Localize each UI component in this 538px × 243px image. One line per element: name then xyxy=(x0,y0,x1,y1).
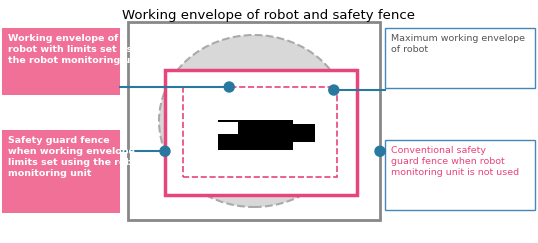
Bar xyxy=(128,22,380,220)
Circle shape xyxy=(329,85,339,95)
Text: Conventional safety
guard fence when robot
monitoring unit is not used: Conventional safety guard fence when rob… xyxy=(391,146,519,177)
Bar xyxy=(293,124,315,142)
Bar xyxy=(165,70,357,195)
Bar xyxy=(2,28,120,95)
Bar xyxy=(183,87,337,177)
Circle shape xyxy=(224,82,234,92)
Ellipse shape xyxy=(159,35,349,207)
Bar xyxy=(385,28,535,88)
Text: Working envelope of robot and safety fence: Working envelope of robot and safety fen… xyxy=(123,9,415,22)
Text: Working envelope of
robot with limits set using
the robot monitoring unit: Working envelope of robot with limits se… xyxy=(8,34,149,65)
Text: Safety guard fence
when working envelope
limits set using the robot
monitoring u: Safety guard fence when working envelope… xyxy=(8,136,143,178)
Circle shape xyxy=(375,146,385,156)
Text: Maximum working envelope
of robot: Maximum working envelope of robot xyxy=(391,34,525,54)
Bar xyxy=(218,121,293,150)
Circle shape xyxy=(160,146,170,156)
Bar xyxy=(218,122,238,134)
Bar xyxy=(385,140,535,210)
Bar xyxy=(2,130,120,213)
